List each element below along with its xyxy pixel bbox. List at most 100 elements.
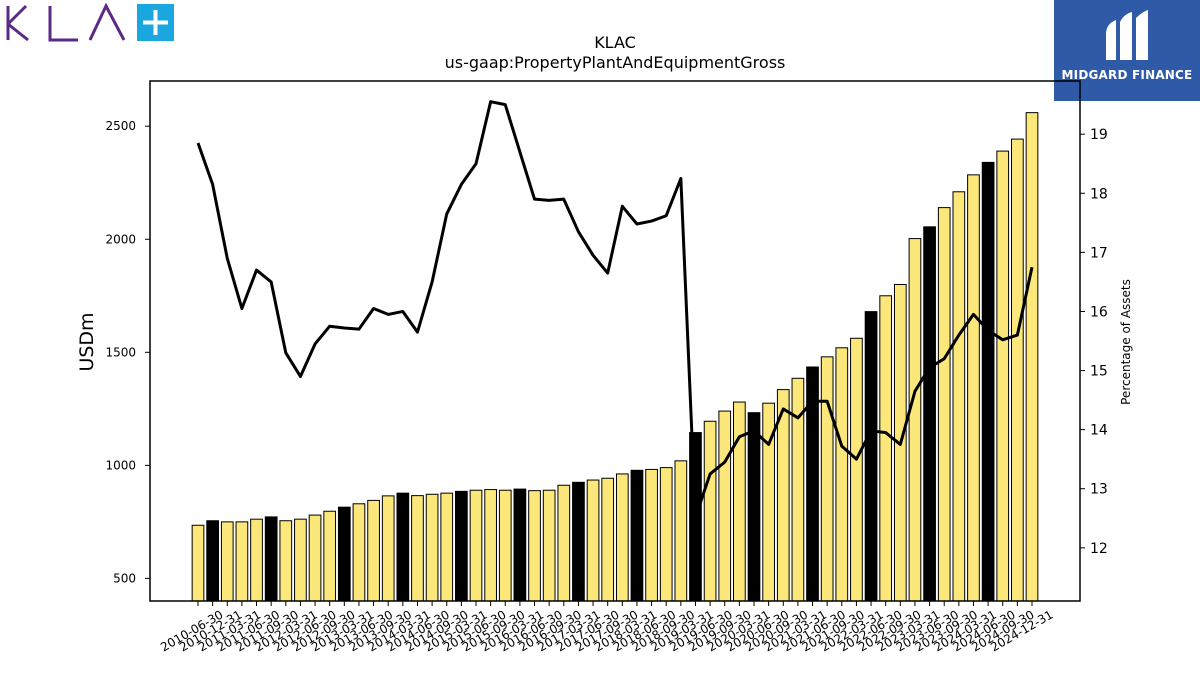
bar-2016-09-30 xyxy=(557,484,571,602)
x-tick-label: 2018-06-30 xyxy=(611,607,678,654)
x-tick-label: 2019-06-30 xyxy=(667,607,734,654)
midgard-mark-icon xyxy=(1106,10,1148,60)
x-tick-label: 2013-09-30 xyxy=(347,607,414,654)
y2-tick-label: 18 xyxy=(1090,186,1108,202)
bar-2018-03-31 xyxy=(645,468,658,602)
bar-2013-03-31 xyxy=(352,503,366,602)
bar-2014-12-31 xyxy=(455,490,468,602)
x-tick-label: 2010-12-31 xyxy=(177,607,244,654)
midgard-logo: MIDGARD FINANCE xyxy=(1054,0,1200,101)
x-tick-label: 2017-06-30 xyxy=(554,607,621,654)
x-tick-label: 2021-03-31 xyxy=(762,607,829,654)
x-tick-label: 2019-03-31 xyxy=(649,607,716,654)
bar-2019-09-30 xyxy=(733,401,746,602)
bar-2013-06-30 xyxy=(367,499,380,602)
x-tick-label: 2024-03-31 xyxy=(932,607,999,654)
bar-2017-06-30 xyxy=(601,477,615,602)
y-tick-label: 1500 xyxy=(105,345,136,359)
bar-2018-09-30 xyxy=(674,460,688,602)
axes: 500 1000 1500 2000 2500 12 13 14 15 16 17 18 19 2010-… xyxy=(105,80,1108,654)
bar-2022-06-30 xyxy=(893,283,907,602)
bar-2012-09-30 xyxy=(323,510,337,602)
bar-2022-03-31 xyxy=(879,295,893,602)
x-tick-label: 2024-12-31 xyxy=(988,607,1055,654)
bar-2013-09-30 xyxy=(381,495,395,602)
bar-2019-06-30 xyxy=(718,410,732,602)
x-tick-label: 2015-03-31 xyxy=(422,607,489,654)
bar-2022-09-30 xyxy=(908,238,922,602)
bar-2018-06-30 xyxy=(659,467,673,602)
bar-2020-09-30 xyxy=(791,377,805,602)
bar-2018-12-31 xyxy=(689,432,702,602)
y-tick-label: 1000 xyxy=(105,458,136,472)
bar-2015-12-31 xyxy=(513,488,527,602)
x-tick-label: 2011-03-31 xyxy=(196,607,263,654)
x-tick-label: 2011-09-30 xyxy=(234,607,301,654)
y2-axis-label: Percentage of Assets xyxy=(1119,279,1133,405)
x-tick-label: 2013-06-30 xyxy=(328,607,395,654)
bar-2017-03-31 xyxy=(586,479,600,602)
bar-2020-06-30 xyxy=(776,389,790,602)
y2-tick-label: 14 xyxy=(1090,423,1108,439)
bar-2024-06-30 xyxy=(1011,138,1024,602)
x-tick-label: 2022-03-31 xyxy=(818,607,885,654)
bar-2022-12-31 xyxy=(923,226,936,602)
bar-2016-03-31 xyxy=(528,490,541,602)
bar-2020-03-31 xyxy=(762,402,775,602)
x-tick-label: 2024-09-30 xyxy=(969,607,1036,654)
bar-2011-03-31 xyxy=(235,521,249,602)
y-axis-label: USDm xyxy=(76,312,98,371)
y2-tick-label: 15 xyxy=(1090,364,1108,380)
bar-2023-12-31 xyxy=(981,161,995,602)
y2-tick-label: 17 xyxy=(1090,245,1108,261)
x-tick-label: 2012-09-30 xyxy=(290,607,357,654)
bar-2017-09-30 xyxy=(615,473,629,602)
x-tick-label: 2012-06-30 xyxy=(271,607,338,654)
y2-tick-label: 19 xyxy=(1090,127,1108,143)
x-tick-label: 2014-09-30 xyxy=(403,607,470,654)
x-tick-label: 2021-06-30 xyxy=(781,607,848,654)
bar-2012-03-31 xyxy=(294,518,307,602)
y-tick-label: 2000 xyxy=(105,232,136,246)
x-tick-label: 2022-06-30 xyxy=(837,607,904,654)
x-tick-label: 2020-03-31 xyxy=(705,607,772,654)
x-tick-label: 2021-09-30 xyxy=(799,607,866,654)
chart-subtitle: us-gaap:PropertyPlantAndEquipmentGross xyxy=(445,53,786,72)
y-tick-label: 2500 xyxy=(105,119,136,133)
bar-2024-09-30 xyxy=(1025,112,1039,602)
bar-2012-06-30 xyxy=(308,514,322,602)
bar-series xyxy=(191,112,1039,602)
x-tick-label: 2011-06-30 xyxy=(215,607,282,654)
x-tick-label: 2018-09-30 xyxy=(630,607,697,654)
bar-2014-03-31 xyxy=(411,495,424,602)
x-tick-label: 2012-03-31 xyxy=(252,607,319,654)
bar-2016-06-30 xyxy=(542,489,556,602)
x-tick-label: 2010-06-30 xyxy=(158,607,225,654)
bar-2014-06-30 xyxy=(425,493,439,602)
midgard-logo-text: MIDGARD FINANCE xyxy=(1061,68,1193,82)
x-tick-label: 2017-09-30 xyxy=(573,607,640,654)
x-tick-label: 2020-09-30 xyxy=(743,607,810,654)
bar-2010-09-30 xyxy=(206,520,219,602)
x-tick-label: 2023-09-30 xyxy=(913,607,980,654)
bar-2012-12-31 xyxy=(337,506,351,602)
y2-tick-label: 16 xyxy=(1090,304,1108,320)
bar-2019-03-31 xyxy=(703,420,717,602)
bar-2021-12-31 xyxy=(864,311,878,602)
x-tick-label: 2016-03-31 xyxy=(479,607,546,654)
x-tick-label: 2023-06-30 xyxy=(894,607,961,654)
line-series xyxy=(196,100,1034,519)
x-tick-label: 2022-09-30 xyxy=(856,607,923,654)
kla-logo xyxy=(6,2,174,42)
bar-2014-09-30 xyxy=(440,492,454,602)
bar-2023-06-30 xyxy=(952,191,966,602)
chart-title: KLAC xyxy=(594,33,636,52)
bar-2021-09-30 xyxy=(850,337,863,602)
bar-2024-03-31 xyxy=(996,150,1010,602)
bar-2015-03-31 xyxy=(469,489,483,602)
x-tick-label: 2014-06-30 xyxy=(384,607,451,654)
bar-2017-12-31 xyxy=(630,469,644,602)
x-tick-label: 2015-09-30 xyxy=(460,607,527,654)
y2-tick-label: 13 xyxy=(1090,482,1108,498)
